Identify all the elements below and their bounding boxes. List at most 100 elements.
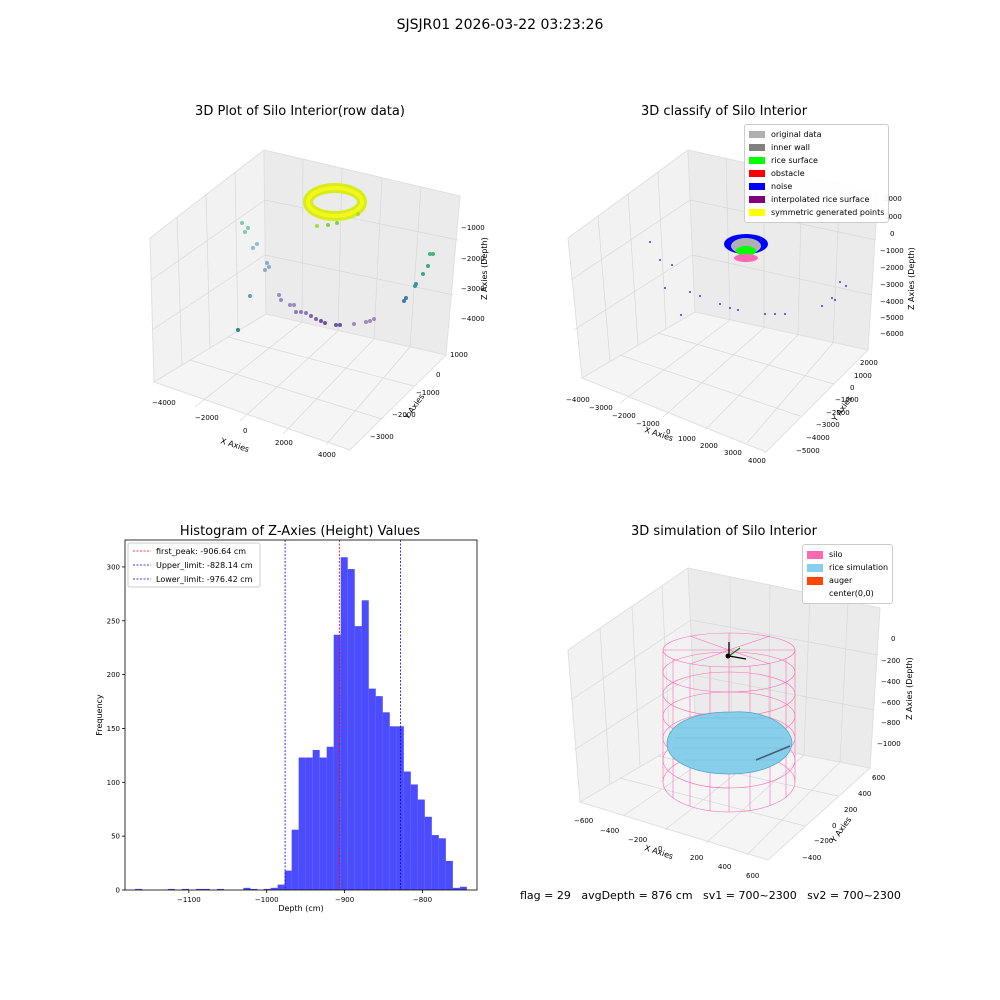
raw-zlabel: Z Axies (Depth) [480, 237, 489, 300]
legend-item: interpolated rice surface [749, 193, 884, 206]
tick-label: −1000 [835, 396, 859, 404]
tick-label: −2000 [195, 414, 219, 422]
tick-label: −200 [628, 836, 647, 844]
histogram-title: Histogram of Z-Axies (Height) Values [179, 524, 421, 539]
histogram-bar [452, 887, 460, 890]
tick-label: 1000 [450, 351, 468, 359]
histogram-bar [277, 884, 285, 890]
histogram-yticks: 0 50 100 150 200 250 300 [107, 563, 125, 895]
y-tick-label: 0 [116, 887, 120, 895]
legend-swatch [749, 183, 765, 190]
histogram-bar [396, 726, 404, 890]
tick-label: 0 [891, 635, 895, 643]
histogram-chart: −1100 −1000 −900 −800 0 50 100 150 200 250 300 De… [95, 539, 478, 913]
simulation-ylabel: Y Axies [829, 815, 854, 845]
legend-item: inner wall [749, 141, 884, 154]
histogram-bar [319, 757, 327, 890]
histogram-bar [333, 634, 341, 890]
tick-label: −400 [881, 678, 900, 686]
tick-label: 0 [890, 230, 894, 238]
classify-legend: original data inner wall rice surface ob… [744, 124, 890, 223]
tick-label: 600 [872, 774, 885, 782]
tick-label: −2000 [880, 264, 904, 272]
legend-label: rice simulation [829, 563, 889, 572]
tick-label: 1000 [678, 435, 696, 443]
histogram-bar [326, 746, 334, 890]
tick-label: −200 [881, 657, 900, 665]
y-tick-label: 200 [107, 671, 120, 679]
histogram-bar [250, 888, 258, 890]
histogram-vlines [284, 540, 401, 890]
raw-points [236, 183, 435, 332]
figure-suptitle: SJSJR01 2026-03-22 03:23:26 [396, 17, 604, 33]
legend-label: silo [829, 550, 843, 559]
tick-label: 600 [746, 872, 759, 880]
tick-label: 0 [666, 428, 670, 436]
y-tick-label: 50 [111, 833, 120, 841]
legend-swatch [749, 157, 765, 164]
histogram-xticks: −1100 −1000 −900 −800 [177, 890, 432, 904]
histogram-bar [375, 696, 383, 890]
histogram-bar [312, 750, 320, 890]
tick-label: 0 [850, 384, 854, 392]
legend-label: original data [771, 130, 822, 139]
y-tick-label: 250 [107, 617, 120, 625]
tick-label: 0 [832, 822, 836, 830]
legend-label: first_peak: -906.64 cm [156, 547, 246, 556]
tick-label: 0 [243, 427, 247, 435]
tick-label: −1000 [636, 420, 660, 428]
histogram-bar [216, 888, 224, 890]
legend-swatch [749, 131, 765, 138]
tick-label: −600 [574, 817, 593, 825]
histogram-bar [195, 888, 203, 890]
legend-item: obstacle [749, 167, 884, 180]
legend-label: auger [829, 576, 853, 585]
histogram-bar [389, 726, 397, 890]
tick-label: 400 [858, 790, 871, 798]
classify-plot-title: 3D classify of Silo Interior [640, 104, 808, 119]
tick-label: −400 [600, 827, 619, 835]
histogram-bar [181, 888, 189, 890]
tick-label: −1000 [877, 740, 901, 748]
tick-label: −2000 [612, 412, 636, 420]
tick-label: 2000 [884, 195, 902, 203]
tick-label: 0 [436, 371, 440, 379]
tick-label: 4000 [748, 457, 766, 465]
tick-label: −4000 [880, 298, 904, 306]
legend-item: silo [807, 548, 888, 561]
tick-label: −3000 [461, 285, 485, 293]
histogram-legend-box [127, 542, 261, 588]
tick-label: −4000 [461, 315, 485, 323]
histogram-bar [298, 757, 306, 890]
x-tick-label: −900 [335, 896, 354, 904]
histogram-legend: first_peak: -906.64 cm Upper_limit: -828… [127, 542, 261, 588]
classify-points [649, 234, 847, 316]
legend-item: symmetric generated points [749, 206, 884, 219]
legend-label: interpolated rice surface [771, 195, 870, 204]
histogram-bar [354, 626, 362, 890]
tick-label: −600 [881, 699, 900, 707]
legend-label: center(0,0) [829, 589, 874, 598]
classify-axis-ticks: −4000 −3000 −2000 −1000 0 1000 2000 3000… [566, 195, 904, 465]
histogram-bar [305, 757, 313, 890]
raw-plot-title: 3D Plot of Silo Interior(row data) [195, 104, 405, 119]
tick-label: −1000 [416, 389, 440, 397]
histogram-bar [340, 557, 348, 890]
legend-label: symmetric generated points [771, 208, 885, 217]
tick-label: 1000 [884, 213, 902, 221]
legend-swatch [807, 590, 823, 598]
tick-label: −3000 [816, 421, 840, 429]
histogram-bar [424, 816, 432, 890]
x-tick-label: −1100 [177, 896, 201, 904]
legend-label: rice surface [771, 156, 818, 165]
tick-label: −800 [881, 719, 900, 727]
histogram-xlabel: Depth (cm) [278, 904, 323, 913]
simulation-zlabel: Z Axies (Depth) [905, 657, 914, 720]
tick-label: −200 [814, 837, 833, 845]
legend-label: Upper_limit: -828.14 cm [156, 561, 253, 570]
histogram-bar [243, 887, 251, 890]
histogram-bar [135, 888, 143, 890]
legend-swatch [807, 576, 823, 585]
histogram-bar [382, 712, 390, 890]
tick-label: −5000 [880, 314, 904, 322]
